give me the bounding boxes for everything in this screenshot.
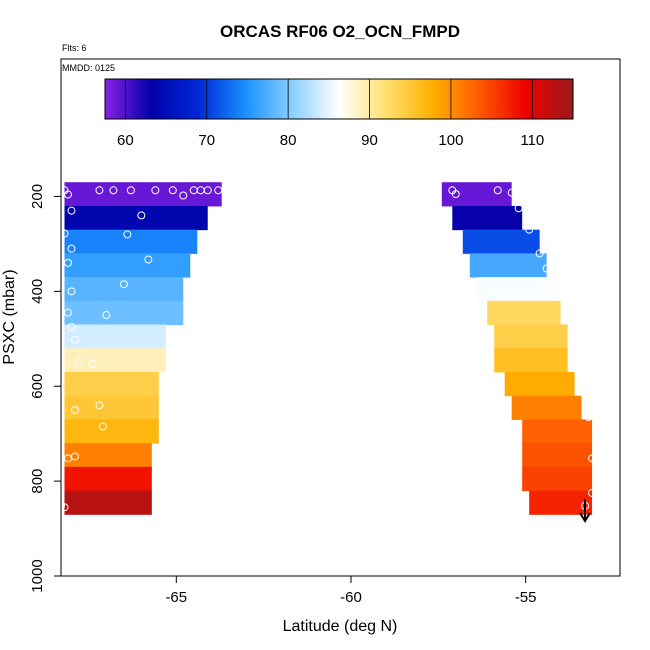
colorbar-tick-label: 80 xyxy=(280,132,297,149)
observation-point xyxy=(67,322,76,331)
observation-point xyxy=(137,211,146,220)
plot-frame xyxy=(60,58,621,577)
data-cell xyxy=(452,205,523,231)
observation-point xyxy=(535,249,544,258)
observation-point xyxy=(567,334,576,343)
observation-point xyxy=(70,452,79,461)
observation-point xyxy=(63,308,72,317)
observation-point xyxy=(102,311,111,320)
data-cell xyxy=(64,443,152,468)
observation-point xyxy=(168,186,177,195)
observation-point xyxy=(525,225,534,234)
observation-point xyxy=(95,401,104,410)
observation-point xyxy=(252,186,261,195)
observation-point xyxy=(119,280,128,289)
observation-point xyxy=(67,287,76,296)
observation-point xyxy=(63,190,72,199)
data-cell xyxy=(494,348,568,373)
direction-arrow-icon xyxy=(579,499,591,523)
observation-point xyxy=(144,255,153,264)
data-cell xyxy=(64,300,184,326)
x-tick-label: -55 xyxy=(515,589,537,606)
colorbar-tick-label: 100 xyxy=(438,132,463,149)
colorbar-tick-label: 110 xyxy=(520,132,544,149)
observation-point xyxy=(67,244,76,253)
data-cell xyxy=(64,419,159,444)
data-cell xyxy=(511,395,582,420)
observation-point xyxy=(95,186,104,195)
data-cell xyxy=(494,324,568,349)
data-cell xyxy=(476,277,554,302)
observation-point xyxy=(70,335,79,344)
y-tick-label: 800 xyxy=(29,469,46,494)
observation-point xyxy=(507,188,516,197)
observation-points xyxy=(57,186,600,512)
flights-note: Flts: 6 xyxy=(62,43,87,53)
observation-point xyxy=(123,230,132,239)
observation-point xyxy=(584,413,593,422)
data-cell xyxy=(64,466,152,492)
data-cell xyxy=(522,466,593,492)
data-cell xyxy=(441,182,512,207)
colorbar-tick-label: 70 xyxy=(198,132,215,149)
colorbar xyxy=(104,78,574,120)
observation-point xyxy=(493,186,502,195)
observation-point xyxy=(577,365,586,374)
y-tick-label: 600 xyxy=(29,374,46,399)
y-axis-label: PSXC (mbar) xyxy=(1,269,18,364)
observation-point xyxy=(553,274,562,283)
data-cell xyxy=(64,205,208,231)
data-cell xyxy=(64,324,166,349)
observation-point xyxy=(203,186,212,195)
data-cell xyxy=(64,371,159,397)
y-tick-label: 400 xyxy=(29,279,46,304)
data-cell xyxy=(462,229,540,254)
data-cell xyxy=(64,348,166,373)
y-axis: 200 400 600 800 1000 xyxy=(29,184,61,593)
observation-point xyxy=(581,391,590,400)
observation-point xyxy=(563,314,572,323)
x-tick-label: -60 xyxy=(340,589,362,606)
x-axis-label: Latitude (deg N) xyxy=(283,618,398,635)
observation-point xyxy=(591,456,600,465)
data-cell xyxy=(504,371,575,397)
observation-point xyxy=(451,190,460,199)
data-cell xyxy=(469,253,547,278)
observation-point xyxy=(242,186,251,195)
observation-point xyxy=(74,357,83,366)
observation-point xyxy=(560,295,569,304)
observation-point xyxy=(88,359,97,368)
data-cells xyxy=(64,182,593,515)
observation-point xyxy=(588,488,597,497)
y-tick-label: 200 xyxy=(29,184,46,209)
colorbar-tick-label: 60 xyxy=(117,132,134,149)
data-cell xyxy=(64,253,191,278)
observation-point xyxy=(514,204,523,213)
observation-point xyxy=(151,186,160,195)
observation-point xyxy=(98,422,107,431)
observation-point xyxy=(542,264,551,273)
observation-point xyxy=(126,186,135,195)
data-cell xyxy=(522,419,593,444)
observation-point xyxy=(70,405,79,414)
date-note: MMDD: 0125 xyxy=(62,63,115,73)
observation-point xyxy=(109,186,118,195)
data-cell xyxy=(529,490,593,515)
x-tick-label: -65 xyxy=(165,589,187,606)
colorbar-ticks: 60 70 80 90 100 110 xyxy=(117,79,544,149)
data-cell xyxy=(64,182,222,207)
observation-point xyxy=(179,191,188,200)
data-cell xyxy=(64,395,159,420)
data-cell xyxy=(64,490,152,515)
chart-title: ORCAS RF06 O2_OCN_FMPD xyxy=(220,22,460,41)
observation-point xyxy=(63,258,72,267)
observation-point xyxy=(570,351,579,360)
data-cell xyxy=(487,300,561,326)
x-axis: -65 -60 -55 xyxy=(165,576,537,606)
observation-point xyxy=(67,206,76,215)
y-tick-label: 1000 xyxy=(29,559,46,592)
data-cell xyxy=(522,443,593,468)
colorbar-tick-label: 90 xyxy=(361,132,378,149)
